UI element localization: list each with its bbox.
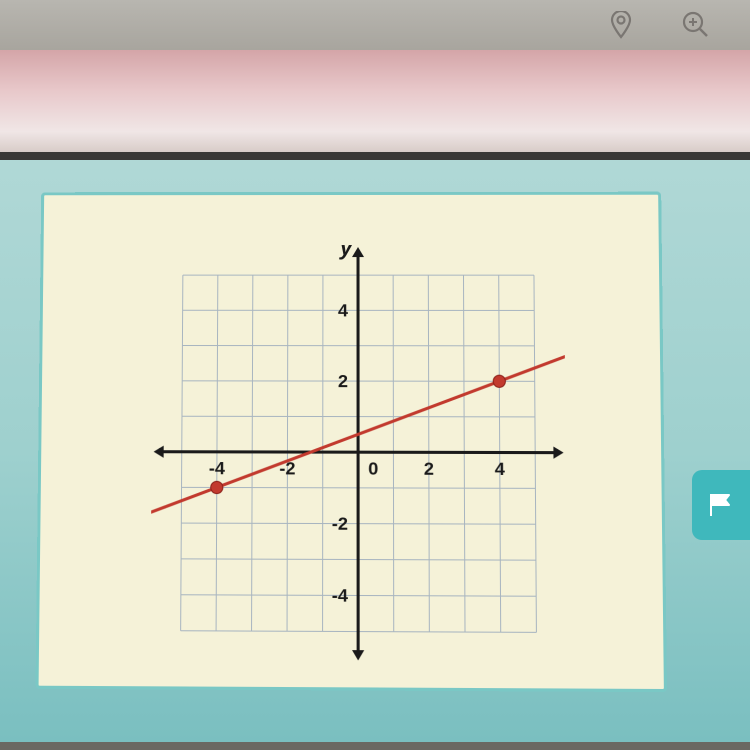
svg-text:2: 2 <box>338 371 348 391</box>
zoom-in-icon[interactable] <box>682 11 710 39</box>
top-band <box>0 50 750 160</box>
svg-text:4: 4 <box>338 300 348 320</box>
svg-text:-4: -4 <box>332 585 348 606</box>
browser-toolbar <box>0 0 750 50</box>
svg-text:-2: -2 <box>332 513 348 534</box>
flag-icon <box>707 491 735 519</box>
svg-text:-4: -4 <box>209 458 225 478</box>
coordinate-chart: -4-2024-4-224xy <box>150 245 567 664</box>
side-tab-button[interactable] <box>692 470 750 540</box>
svg-text:y: y <box>339 245 354 260</box>
pin-icon[interactable] <box>610 11 632 39</box>
svg-text:2: 2 <box>424 458 434 478</box>
svg-text:0: 0 <box>368 458 378 478</box>
paper-panel: -4-2024-4-224xy <box>36 192 667 692</box>
content-area: -4-2024-4-224xy <box>0 160 750 742</box>
svg-text:4: 4 <box>495 459 505 480</box>
svg-text:-2: -2 <box>279 458 295 478</box>
